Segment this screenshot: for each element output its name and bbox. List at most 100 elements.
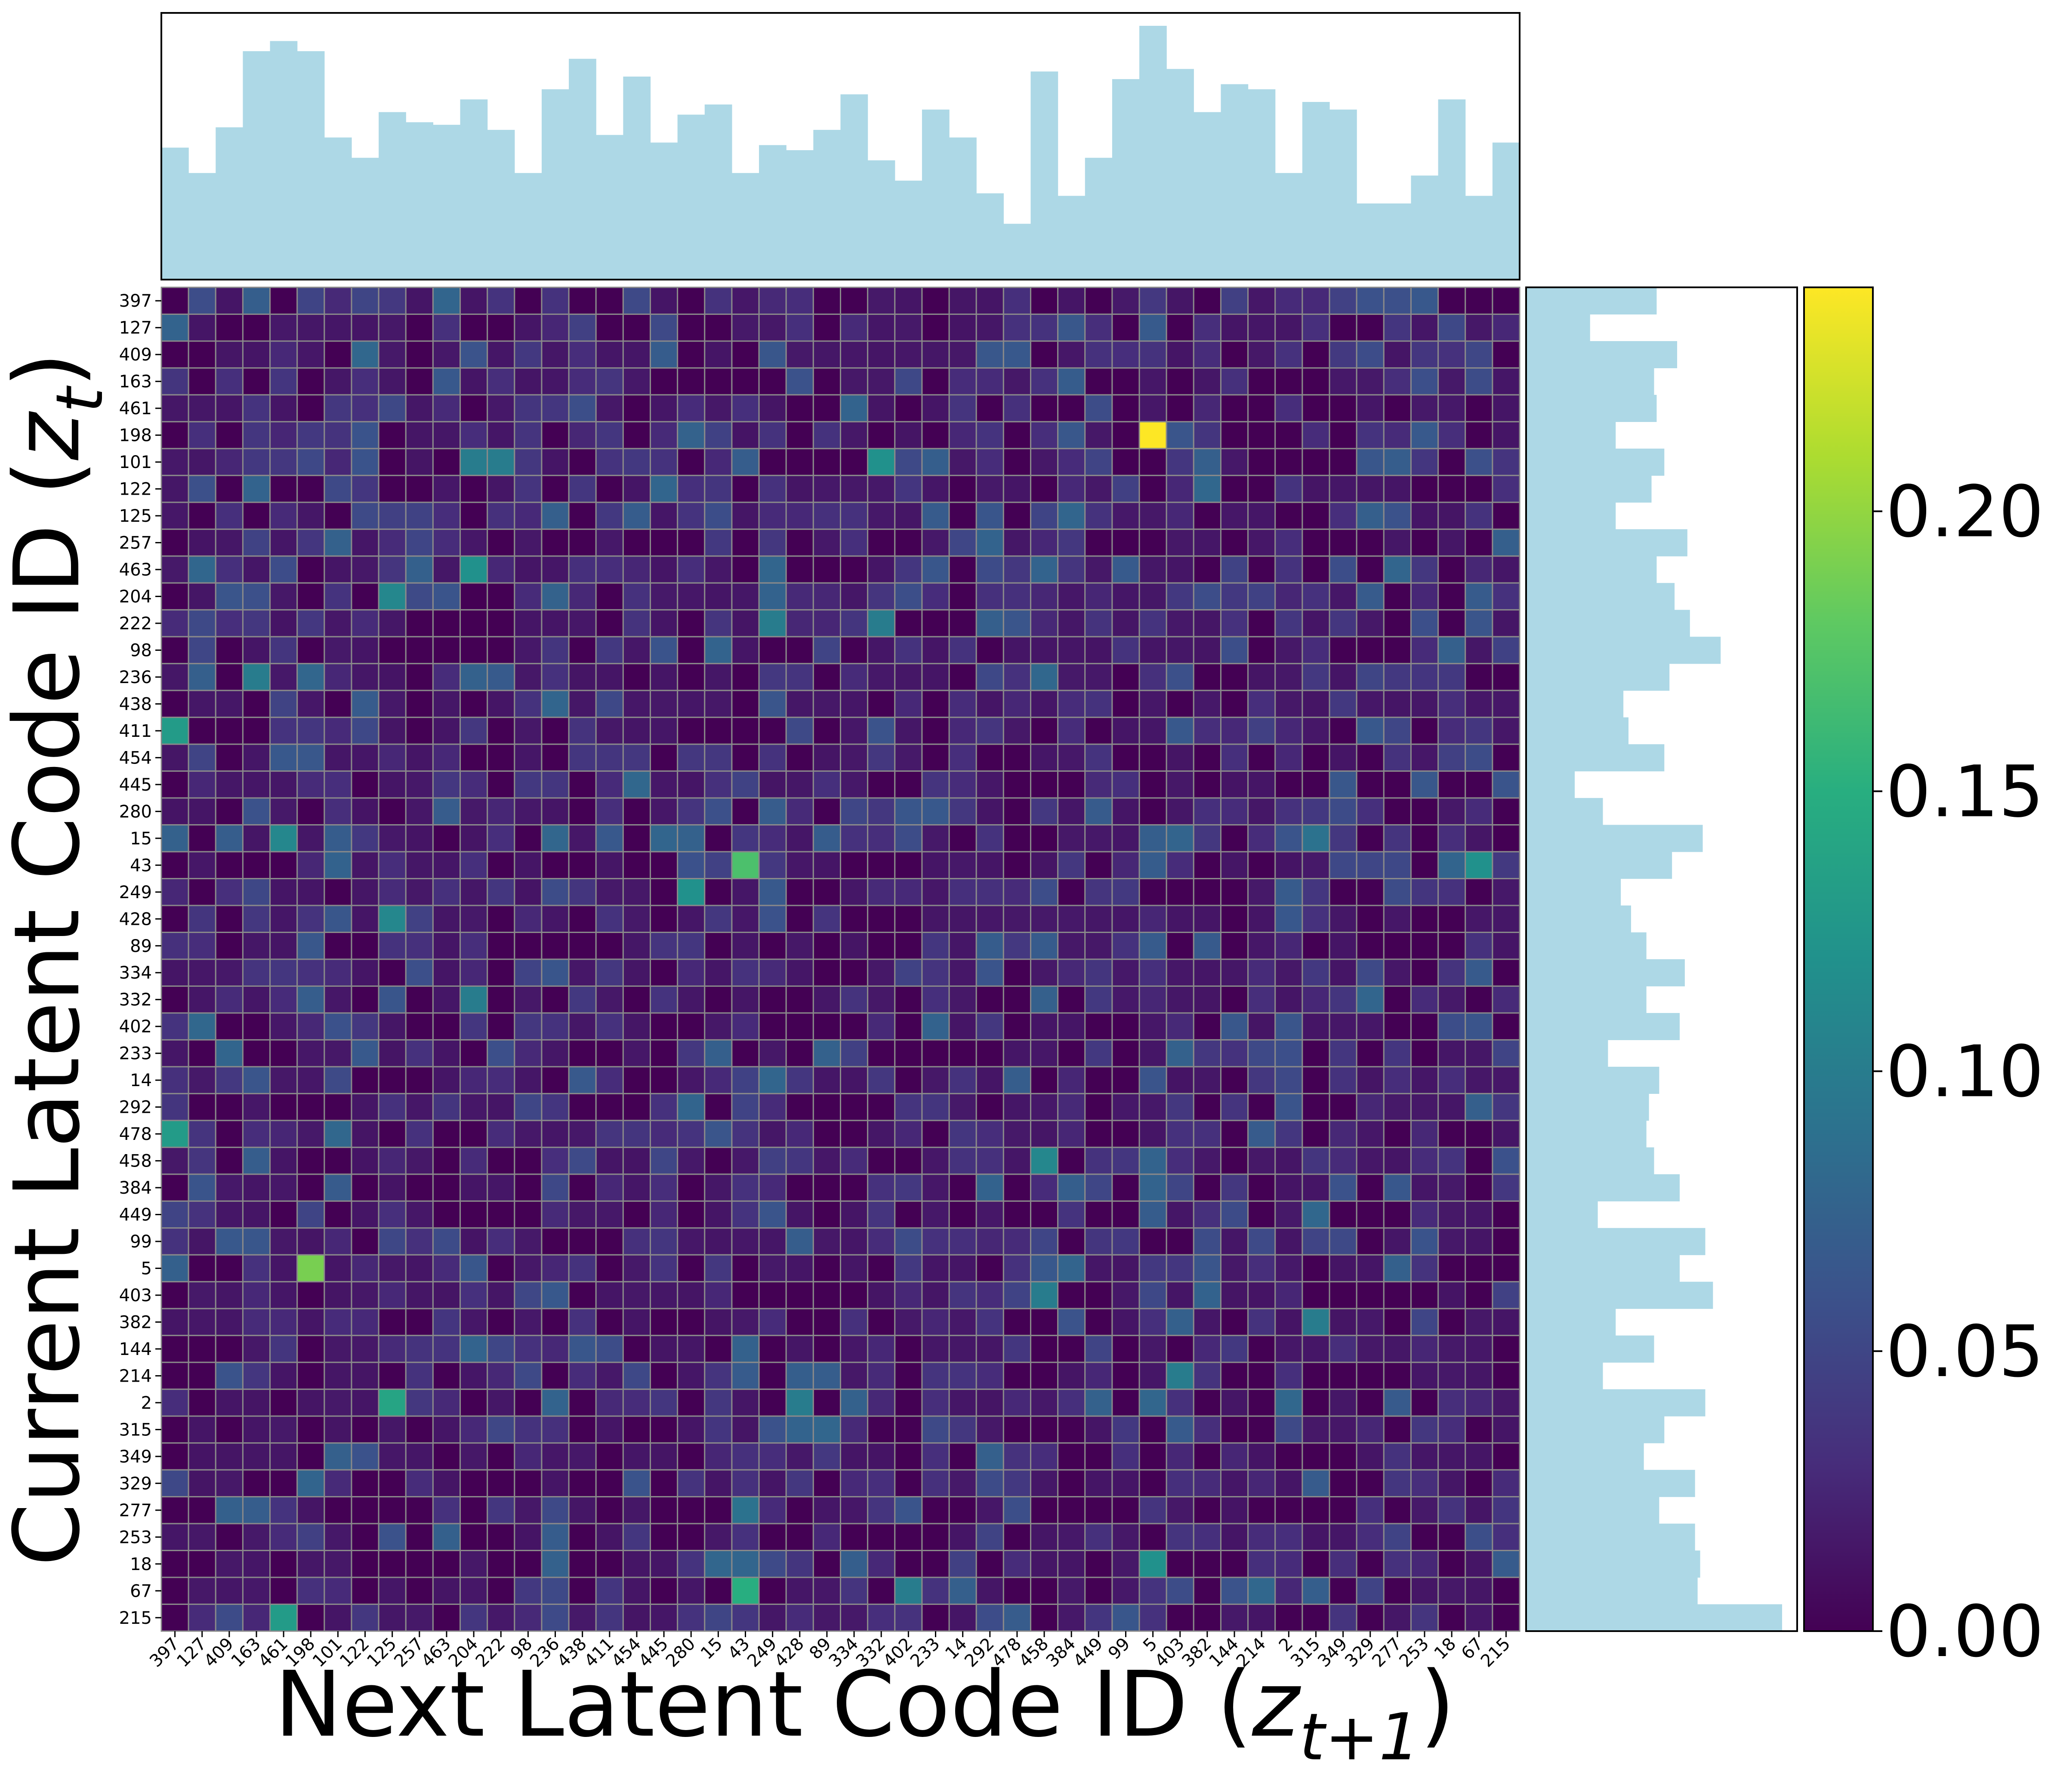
heatmap-cell — [785, 1442, 814, 1471]
heatmap-cell — [188, 1039, 216, 1068]
heatmap-cell — [1057, 1415, 1086, 1444]
heatmap-cell — [215, 313, 244, 342]
heatmap-cell — [215, 555, 244, 584]
heatmap-cell — [296, 985, 325, 1014]
heatmap-cell — [296, 528, 325, 557]
heatmap-cell — [405, 1066, 434, 1094]
heatmap-cell — [324, 1146, 352, 1175]
heatmap-cell — [1247, 1335, 1276, 1363]
right-hist-bar — [1526, 717, 1628, 745]
heatmap-cell — [731, 1469, 760, 1498]
heatmap-cell — [948, 367, 977, 396]
heatmap-cell — [921, 1361, 950, 1390]
heatmap-cell — [1383, 1173, 1412, 1202]
heatmap-cell — [568, 502, 597, 530]
heatmap-cell — [677, 474, 706, 503]
top-hist-bar — [514, 173, 542, 280]
heatmap-cell — [487, 1550, 515, 1578]
heatmap-cell — [731, 394, 760, 422]
heatmap-cell — [1193, 555, 1221, 584]
heatmap-cell — [731, 609, 760, 637]
heatmap-cell — [595, 1361, 624, 1390]
heatmap-cell — [1166, 985, 1194, 1014]
heatmap-cell — [568, 313, 597, 342]
heatmap-cell — [1274, 448, 1303, 476]
heatmap-cell — [351, 958, 379, 987]
heatmap-cell — [812, 1254, 841, 1283]
heatmap-cell — [432, 1550, 461, 1578]
heatmap-cell — [1274, 1415, 1303, 1444]
heatmap-cell — [160, 905, 189, 933]
heatmap-cell — [1247, 528, 1276, 557]
heatmap-cell — [160, 1604, 189, 1632]
heatmap-cell — [650, 1469, 679, 1498]
heatmap-cell — [894, 636, 923, 665]
heatmap-cell — [460, 905, 488, 933]
heatmap-cell — [1465, 932, 1493, 960]
heatmap-cell — [921, 555, 950, 584]
heatmap-cell — [595, 528, 624, 557]
heatmap-cell — [1465, 1496, 1493, 1524]
heatmap-cell — [378, 1442, 407, 1471]
heatmap-cell — [1220, 448, 1249, 476]
heatmap-cell — [622, 1039, 651, 1068]
heatmap-cell — [296, 878, 325, 906]
heatmap-cell — [1030, 1281, 1059, 1309]
heatmap-cell — [405, 394, 434, 422]
heatmap-cell — [785, 1200, 814, 1229]
heatmap-cell — [840, 1604, 869, 1632]
heatmap-cell — [1274, 770, 1303, 799]
heatmap-cell — [840, 448, 869, 476]
heatmap-cell — [1247, 851, 1276, 880]
heatmap-cell — [1247, 1039, 1276, 1068]
heatmap-cell — [622, 313, 651, 342]
heatmap-cell — [351, 1200, 379, 1229]
heatmap-cell — [1302, 743, 1330, 772]
heatmap-cell — [1138, 448, 1167, 476]
heatmap-cell — [188, 555, 216, 584]
heatmap-cell — [622, 421, 651, 450]
heatmap-cell — [1274, 340, 1303, 369]
colorbar-ticks: 0.000.050.100.150.20 — [1873, 471, 2044, 1673]
heatmap-cell — [215, 958, 244, 987]
heatmap-cell — [296, 663, 325, 691]
heatmap-cell — [1492, 421, 1521, 450]
heatmap-cell — [867, 985, 896, 1014]
heatmap-cell — [1030, 636, 1059, 665]
heatmap-cell — [242, 851, 271, 880]
heatmap-cell — [351, 690, 379, 718]
heatmap-cell — [1383, 1200, 1412, 1229]
heatmap-cell — [1002, 770, 1031, 799]
heatmap-cell — [894, 878, 923, 906]
heatmap-cell — [1492, 609, 1521, 637]
heatmap-cell — [188, 340, 216, 369]
heatmap-cell — [405, 1093, 434, 1121]
heatmap-cell — [487, 985, 515, 1014]
heatmap-cell — [1220, 743, 1249, 772]
top-hist-bar — [1139, 26, 1167, 280]
heatmap-cell — [1084, 1120, 1113, 1148]
heatmap-cell — [1138, 340, 1167, 369]
heatmap-cell — [1166, 824, 1194, 853]
heatmap-cell — [1057, 1576, 1086, 1605]
heatmap-cell — [460, 1469, 488, 1498]
heatmap-cell — [242, 313, 271, 342]
heatmap-cell — [1437, 1523, 1466, 1552]
heatmap-cell — [677, 1523, 706, 1552]
heatmap-cell — [188, 1173, 216, 1202]
heatmap-cell — [1492, 1550, 1521, 1578]
heatmap-cell — [758, 717, 787, 745]
heatmap-cell — [758, 1389, 787, 1417]
heatmap-cell — [840, 1389, 869, 1417]
heatmap-cell — [1437, 1335, 1466, 1363]
heatmap-cell — [1057, 985, 1086, 1014]
heatmap-cell — [405, 1335, 434, 1363]
heatmap-cell — [758, 636, 787, 665]
heatmap-cell — [1329, 1442, 1357, 1471]
heatmap-cell — [324, 770, 352, 799]
heatmap-cell — [758, 1146, 787, 1175]
heatmap-cell — [160, 474, 189, 503]
heatmap-cell — [242, 770, 271, 799]
heatmap-cell — [1138, 609, 1167, 637]
heatmap-cell — [948, 824, 977, 853]
